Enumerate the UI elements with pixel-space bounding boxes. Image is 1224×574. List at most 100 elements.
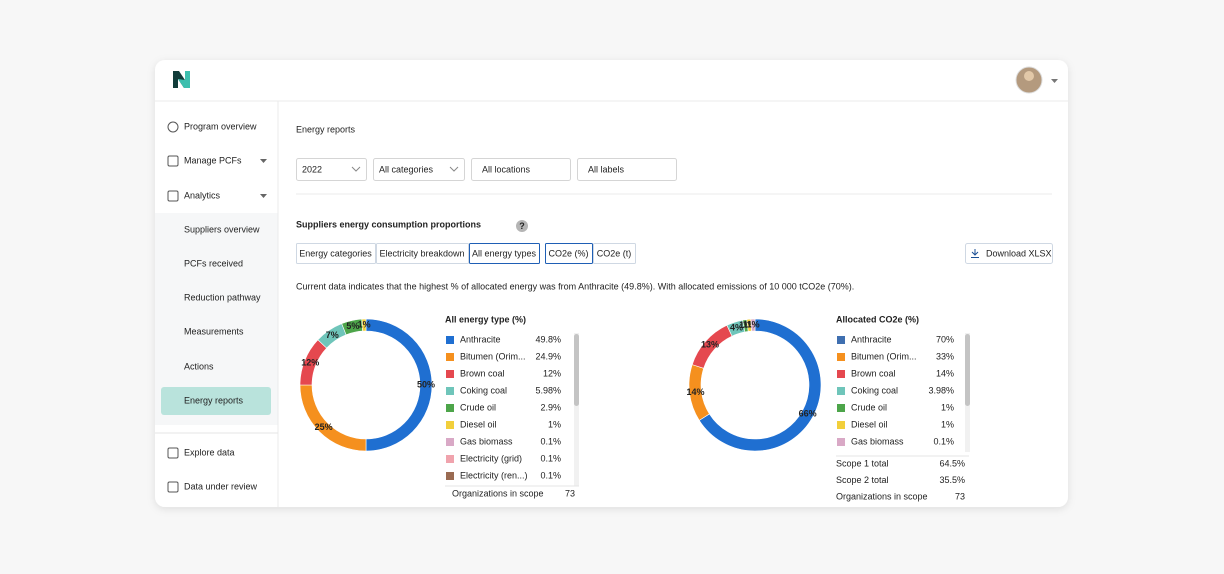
nav-icon xyxy=(167,481,179,493)
legend-value: 5.98% xyxy=(535,385,561,395)
slice-label: 50% xyxy=(417,379,435,389)
legend-name: Crude oil xyxy=(460,402,496,412)
nav-caret[interactable] xyxy=(260,194,267,198)
legend-scroll-track xyxy=(574,333,579,486)
filter-box[interactable] xyxy=(577,158,677,181)
nav-item[interactable]: Explore data xyxy=(184,447,235,457)
nav-item[interactable]: Actions xyxy=(184,361,214,371)
slice-label: 13% xyxy=(701,340,719,350)
legend-swatch xyxy=(446,404,454,412)
filter-box[interactable] xyxy=(471,158,571,181)
legend-swatch xyxy=(837,421,845,429)
unit-label[interactable]: CO2e (t) xyxy=(597,248,632,258)
nav-icon xyxy=(167,190,179,202)
tab[interactable] xyxy=(376,243,469,264)
legend-swatch xyxy=(446,455,454,463)
legend-scrollbar[interactable] xyxy=(574,334,579,406)
download-icon xyxy=(971,249,979,258)
legend-value: 24.9% xyxy=(535,351,561,361)
legend-swatch xyxy=(446,353,454,361)
slice-label: 66% xyxy=(799,408,817,418)
legend-value: 0.1% xyxy=(933,436,954,446)
unit-toggle[interactable] xyxy=(593,243,636,264)
avatar-caret[interactable] xyxy=(1051,79,1058,83)
legend-swatch xyxy=(837,353,845,361)
nav-item[interactable]: PCFs received xyxy=(184,258,243,268)
legend-name: Brown coal xyxy=(851,368,896,378)
nav-item[interactable]: Suppliers overview xyxy=(184,224,260,234)
legend-value: 33% xyxy=(936,351,954,361)
slice-label: 1% xyxy=(747,319,760,329)
nav-item[interactable]: Analytics xyxy=(184,190,221,200)
legend-name: Anthracite xyxy=(460,334,501,344)
donut-slice[interactable] xyxy=(750,318,756,332)
total-name: Scope 2 total xyxy=(836,475,889,485)
slice-label: 1% xyxy=(743,320,756,330)
legend-value: 1% xyxy=(941,402,954,412)
nav-item[interactable]: Program overview xyxy=(184,121,257,131)
legend-value: 49.8% xyxy=(535,334,561,344)
filter-box[interactable] xyxy=(373,158,465,181)
unit-toggle[interactable] xyxy=(545,243,593,264)
legend-title: Allocated CO2e (%) xyxy=(836,314,919,324)
legend-name: Crude oil xyxy=(851,402,887,412)
legend-scrollbar[interactable] xyxy=(965,334,970,406)
avatar-face xyxy=(1024,71,1034,81)
tab[interactable] xyxy=(469,243,540,264)
help-icon[interactable] xyxy=(516,220,528,232)
nav-icon xyxy=(167,447,179,459)
legend-swatch xyxy=(446,387,454,395)
legend-swatch xyxy=(446,336,454,344)
filter-label[interactable]: All labels xyxy=(588,164,625,174)
nav-caret[interactable] xyxy=(260,159,267,163)
total-value: 73 xyxy=(955,491,965,501)
help-glyph: ? xyxy=(519,221,525,231)
slice-label: 7% xyxy=(326,330,339,340)
legend-value: 12% xyxy=(543,368,561,378)
nav-active-bg xyxy=(161,387,271,415)
filter-label[interactable]: All locations xyxy=(482,164,531,174)
nav-item[interactable]: Reduction pathway xyxy=(184,292,261,302)
tab-label[interactable]: Electricity breakdown xyxy=(379,248,464,258)
total-name: Organizations in scope xyxy=(452,488,544,498)
tab-label[interactable]: Energy categories xyxy=(299,248,372,258)
legend-value: 2.9% xyxy=(540,402,561,412)
nav-item[interactable]: Energy reports xyxy=(184,395,244,405)
legend-value: 0.1% xyxy=(540,470,561,480)
legend-value: 0.1% xyxy=(540,453,561,463)
legend-name: Anthracite xyxy=(851,334,892,344)
filter-chevron xyxy=(449,166,459,172)
legend-name: Diesel oil xyxy=(460,419,497,429)
legend-name: Electricity (ren...) xyxy=(460,470,528,480)
filter-label[interactable]: 2022 xyxy=(302,164,322,174)
legend-value: 14% xyxy=(936,368,954,378)
filter-box[interactable] xyxy=(296,158,367,181)
legend-name: Gas biomass xyxy=(460,436,513,446)
legend-swatch xyxy=(446,370,454,378)
slice-label: 14% xyxy=(686,387,704,397)
logo-accent xyxy=(178,71,190,88)
download-button[interactable] xyxy=(965,243,1053,264)
donut-slice[interactable] xyxy=(361,318,367,332)
total-value: 73 xyxy=(565,488,575,498)
legend-swatch xyxy=(837,336,845,344)
slice-label: 4% xyxy=(730,322,743,332)
legend-name: Diesel oil xyxy=(851,419,888,429)
legend-value: 0.1% xyxy=(540,436,561,446)
legend-swatch xyxy=(837,438,845,446)
nav-icon xyxy=(167,155,179,167)
nav-item[interactable]: Manage PCFs xyxy=(184,155,242,165)
nav-item[interactable]: Measurements xyxy=(184,326,244,336)
total-name: Organizations in scope xyxy=(836,491,928,501)
legend-name: Brown coal xyxy=(460,368,505,378)
download-label[interactable]: Download XLSX xyxy=(986,248,1052,258)
slice-label: 12% xyxy=(301,357,319,367)
slice-label: 1% xyxy=(739,320,752,330)
total-value: 35.5% xyxy=(939,475,965,485)
nav-item[interactable]: Data under review xyxy=(184,481,258,491)
legend-swatch xyxy=(837,370,845,378)
tab-label[interactable]: All energy types xyxy=(472,248,537,258)
tab[interactable] xyxy=(296,243,376,264)
filter-label[interactable]: All categories xyxy=(379,164,434,174)
unit-label[interactable]: CO2e (%) xyxy=(548,248,588,258)
